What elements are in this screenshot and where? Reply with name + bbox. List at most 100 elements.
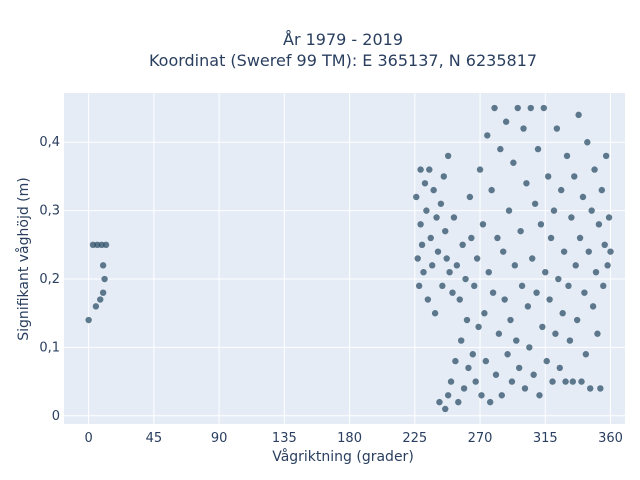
- data-point: [494, 234, 501, 242]
- data-point: [508, 378, 516, 385]
- data-point: [491, 104, 498, 112]
- data-point: [479, 221, 487, 228]
- data-point: [427, 234, 434, 242]
- data-point: [444, 152, 452, 160]
- data-point: [582, 351, 590, 358]
- data-point: [540, 104, 548, 112]
- y-tick-label: 0: [52, 409, 60, 424]
- data-point: [476, 166, 484, 173]
- data-point: [457, 337, 465, 344]
- data-point: [460, 385, 468, 392]
- data-point: [505, 207, 513, 214]
- data-point: [481, 310, 488, 317]
- data-point: [424, 296, 432, 303]
- data-point: [463, 316, 471, 324]
- data-point: [526, 344, 533, 351]
- data-point: [520, 125, 527, 132]
- data-point: [592, 268, 600, 276]
- y-tick-label: 0,3: [39, 204, 60, 219]
- data-point: [440, 173, 447, 180]
- data-point: [468, 234, 475, 242]
- data-point: [547, 234, 555, 242]
- x-tick-label: 360: [598, 431, 623, 446]
- data-point: [556, 364, 563, 372]
- data-point: [473, 255, 481, 262]
- data-point: [502, 118, 510, 125]
- data-point: [488, 186, 495, 194]
- x-tick-label: 0: [85, 431, 93, 446]
- data-point: [521, 385, 529, 392]
- data-point: [546, 296, 553, 303]
- data-point: [571, 173, 578, 180]
- data-point: [600, 282, 607, 290]
- data-point: [99, 289, 107, 296]
- data-point: [443, 255, 450, 262]
- data-point: [514, 104, 521, 112]
- data-point: [497, 145, 504, 153]
- data-point: [566, 337, 574, 344]
- data-point: [417, 166, 424, 173]
- data-point: [99, 262, 107, 269]
- data-point: [601, 241, 608, 249]
- x-tick-label: 135: [272, 431, 297, 446]
- y-axis-title: Signifikant våghöjd (m): [15, 177, 32, 340]
- data-point: [507, 316, 514, 324]
- data-point: [605, 214, 613, 221]
- data-point: [459, 241, 466, 249]
- y-tick-label: 0,1: [39, 340, 60, 355]
- data-point: [578, 378, 585, 385]
- data-point: [452, 357, 459, 365]
- data-point: [529, 255, 536, 262]
- y-tick-label: 0,4: [39, 135, 60, 150]
- data-point: [530, 371, 537, 378]
- chart-title-line2: Koordinat (Sweref 99 TM): E 365137, N 62…: [149, 51, 537, 70]
- data-point: [429, 262, 436, 269]
- x-tick-label: 45: [146, 431, 163, 446]
- data-point: [465, 364, 472, 372]
- scatter-points: [85, 104, 614, 413]
- data-point: [482, 357, 490, 365]
- data-point: [555, 275, 562, 283]
- data-point: [552, 330, 559, 337]
- data-point: [471, 282, 478, 290]
- data-point: [523, 180, 530, 187]
- x-tick-label: 315: [533, 431, 558, 446]
- data-point: [456, 296, 463, 303]
- data-point: [587, 385, 594, 392]
- data-point: [581, 289, 588, 296]
- data-point: [575, 111, 582, 119]
- data-point: [433, 214, 440, 221]
- data-point: [585, 248, 592, 255]
- data-point: [492, 371, 500, 378]
- data-point: [518, 282, 526, 290]
- data-point: [421, 180, 429, 187]
- data-point: [450, 214, 458, 221]
- data-point: [437, 200, 445, 207]
- data-point: [584, 139, 591, 146]
- data-point: [550, 207, 558, 214]
- x-tick-labels: 0 45 90 135 180 225 270 315 360: [85, 431, 623, 446]
- data-point: [604, 262, 611, 269]
- data-point: [572, 262, 579, 269]
- x-tick-label: 225: [402, 431, 427, 446]
- data-point: [534, 145, 542, 153]
- data-point: [436, 398, 443, 406]
- data-point: [498, 392, 505, 399]
- data-point: [423, 207, 430, 214]
- data-point: [527, 104, 534, 112]
- data-point: [102, 241, 110, 249]
- data-point: [562, 378, 569, 385]
- data-point: [420, 268, 427, 276]
- data-point: [478, 392, 485, 399]
- data-point: [573, 316, 581, 324]
- data-point: [466, 193, 474, 201]
- data-point: [598, 186, 606, 194]
- data-point: [501, 296, 508, 303]
- data-point: [560, 248, 568, 255]
- data-point: [485, 268, 492, 276]
- data-point: [442, 227, 449, 235]
- data-point: [455, 398, 462, 406]
- data-point: [568, 214, 575, 221]
- y-tick-label: 0,2: [39, 272, 60, 287]
- data-point: [542, 268, 549, 276]
